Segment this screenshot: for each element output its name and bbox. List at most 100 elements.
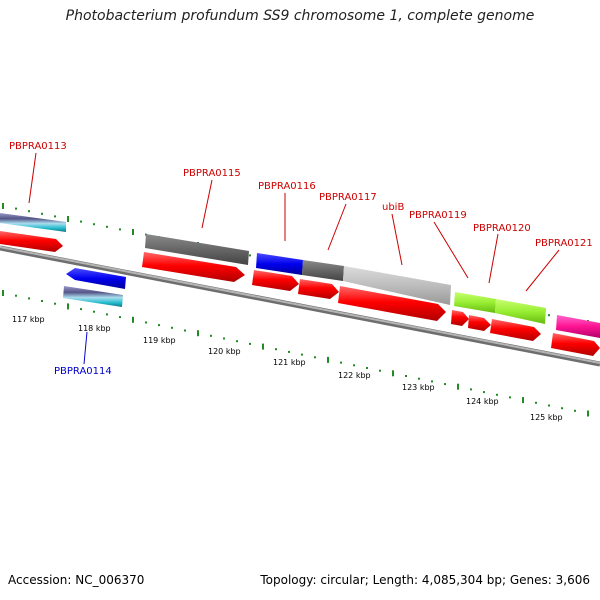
gene-label-PBPRA0121: PBPRA0121 [535, 238, 593, 249]
gene-PBPRA0121-bar [556, 315, 600, 338]
gene-ubiB-bar [343, 266, 451, 305]
scale-label-125: 125 kbp [530, 413, 563, 422]
inner-track-major-tick [457, 383, 459, 390]
inner-track-minor-tick [418, 377, 420, 380]
gene-cds-arrow-0 [0, 231, 63, 252]
outer-track-major-tick [132, 229, 134, 235]
inner-track-major-tick [522, 397, 524, 404]
gene-cds-arrow-5 [451, 310, 469, 326]
gene-label-PBPRA0116: PBPRA0116 [258, 181, 316, 192]
inner-track-minor-tick [379, 369, 381, 372]
outer-track-minor-tick [119, 228, 121, 231]
scale-label-124: 124 kbp [466, 397, 499, 406]
outer-track-minor-tick [249, 254, 251, 257]
gene-cds-arrow-6 [468, 315, 491, 331]
gene-PBPRA0114-arrow [66, 268, 126, 289]
inner-track-major-tick [2, 290, 4, 296]
inner-track-minor-tick [431, 380, 433, 383]
gene-PBPRA0115-bar [145, 234, 249, 265]
gene-PBPRA0113-bar [0, 213, 66, 232]
inner-track-minor-tick [574, 409, 576, 412]
gene-PBPRA0114-bar [63, 286, 123, 307]
inner-track-major-tick [197, 330, 199, 337]
inner-track-minor-tick [288, 350, 290, 353]
inner-track-minor-tick [470, 388, 472, 391]
label-leader-PBPRA0114 [83, 331, 88, 365]
inner-track-minor-tick [275, 348, 277, 351]
inner-track-minor-tick [93, 310, 95, 313]
inner-track-minor-tick [119, 316, 121, 319]
outer-track-minor-tick [15, 207, 17, 210]
inner-track-minor-tick [145, 321, 147, 324]
outer-track-minor-tick [106, 225, 108, 228]
outer-track-major-tick [67, 216, 69, 222]
inner-track-minor-tick [41, 300, 43, 302]
gene-label-PBPRA0117: PBPRA0117 [319, 192, 377, 203]
gene-cds-arrow-3 [298, 279, 339, 299]
gene-cds-arrow-4 [338, 286, 446, 321]
scale-label-122: 122 kbp [338, 371, 371, 380]
gene-label-PBPRA0114: PBPRA0114 [54, 366, 112, 377]
outer-track-minor-tick [80, 220, 82, 223]
map-title: Photobacterium profundum SS9 chromosome … [65, 8, 535, 24]
outer-track-minor-tick [54, 215, 56, 218]
gene-label-PBPRA0113: PBPRA0113 [9, 141, 67, 152]
inner-track-major-tick [327, 356, 329, 363]
scale-label-119: 119 kbp [143, 336, 176, 345]
inner-track-minor-tick [184, 329, 186, 332]
scale-label-118: 118 kbp [78, 324, 111, 333]
inner-track-major-tick [392, 370, 394, 377]
inner-track-minor-tick [535, 401, 537, 404]
inner-track-minor-tick [236, 340, 238, 343]
gene-PBPRA0119-bar [454, 292, 496, 313]
inner-track-major-tick [67, 303, 69, 310]
inner-track-minor-tick [249, 342, 251, 345]
outer-track-minor-tick [548, 314, 550, 317]
inner-track-minor-tick [171, 326, 173, 329]
inner-track-major-tick [262, 343, 264, 350]
inner-track-minor-tick [158, 324, 160, 327]
outer-track-minor-tick [28, 210, 30, 213]
inner-track-minor-tick [54, 302, 56, 305]
gene-cds-arrow-7 [490, 319, 541, 341]
inner-track-minor-tick [210, 334, 212, 337]
inner-track-minor-tick [15, 294, 17, 297]
gene-cds-arrow-1 [142, 252, 245, 282]
inner-tick-track [2, 290, 589, 417]
inner-track-minor-tick [548, 404, 550, 407]
inner-track-major-tick [132, 316, 134, 323]
inner-track-minor-tick [223, 337, 225, 340]
gene-cds-arrow-2 [252, 270, 299, 291]
inner-track-minor-tick [80, 308, 82, 311]
inner-track-minor-tick [301, 353, 303, 356]
label-leader-lines [28, 152, 560, 292]
outer-track-minor-tick [41, 212, 43, 215]
inner-track-minor-tick [509, 396, 511, 399]
scale-label-123: 123 kbp [402, 383, 435, 392]
gene-PBPRA0117-bar [302, 260, 344, 281]
gene-label-PBPRA0115: PBPRA0115 [183, 168, 241, 179]
inner-track-minor-tick [483, 391, 485, 394]
gene-label-PBPRA0120: PBPRA0120 [473, 223, 531, 234]
inner-track-minor-tick [28, 297, 30, 300]
inner-track-major-tick [587, 410, 589, 417]
inner-track-minor-tick [340, 361, 342, 364]
inner-track-minor-tick [405, 375, 407, 377]
gene-PBPRA0116-bar [256, 253, 303, 275]
scale-label-117: 117 kbp [12, 315, 45, 324]
gene-PBPRA0120-bar [495, 299, 546, 324]
scale-label-120: 120 kbp [208, 347, 241, 356]
inner-track-minor-tick [314, 356, 316, 359]
inner-track-minor-tick [366, 367, 368, 369]
accession-text: Accession: NC_006370 [8, 573, 145, 587]
inner-track-minor-tick [561, 407, 563, 410]
outer-track-major-tick [2, 203, 4, 209]
inner-track-minor-tick [106, 313, 108, 316]
inner-track-minor-tick [444, 383, 446, 386]
genome-summary-text: Topology: circular; Length: 4,085,304 bp… [260, 573, 590, 587]
outer-track-minor-tick [93, 223, 95, 226]
inner-track-minor-tick [496, 393, 498, 396]
gene-cds-arrow-8 [551, 333, 600, 356]
gene-label-PBPRA0119: PBPRA0119 [409, 210, 467, 221]
